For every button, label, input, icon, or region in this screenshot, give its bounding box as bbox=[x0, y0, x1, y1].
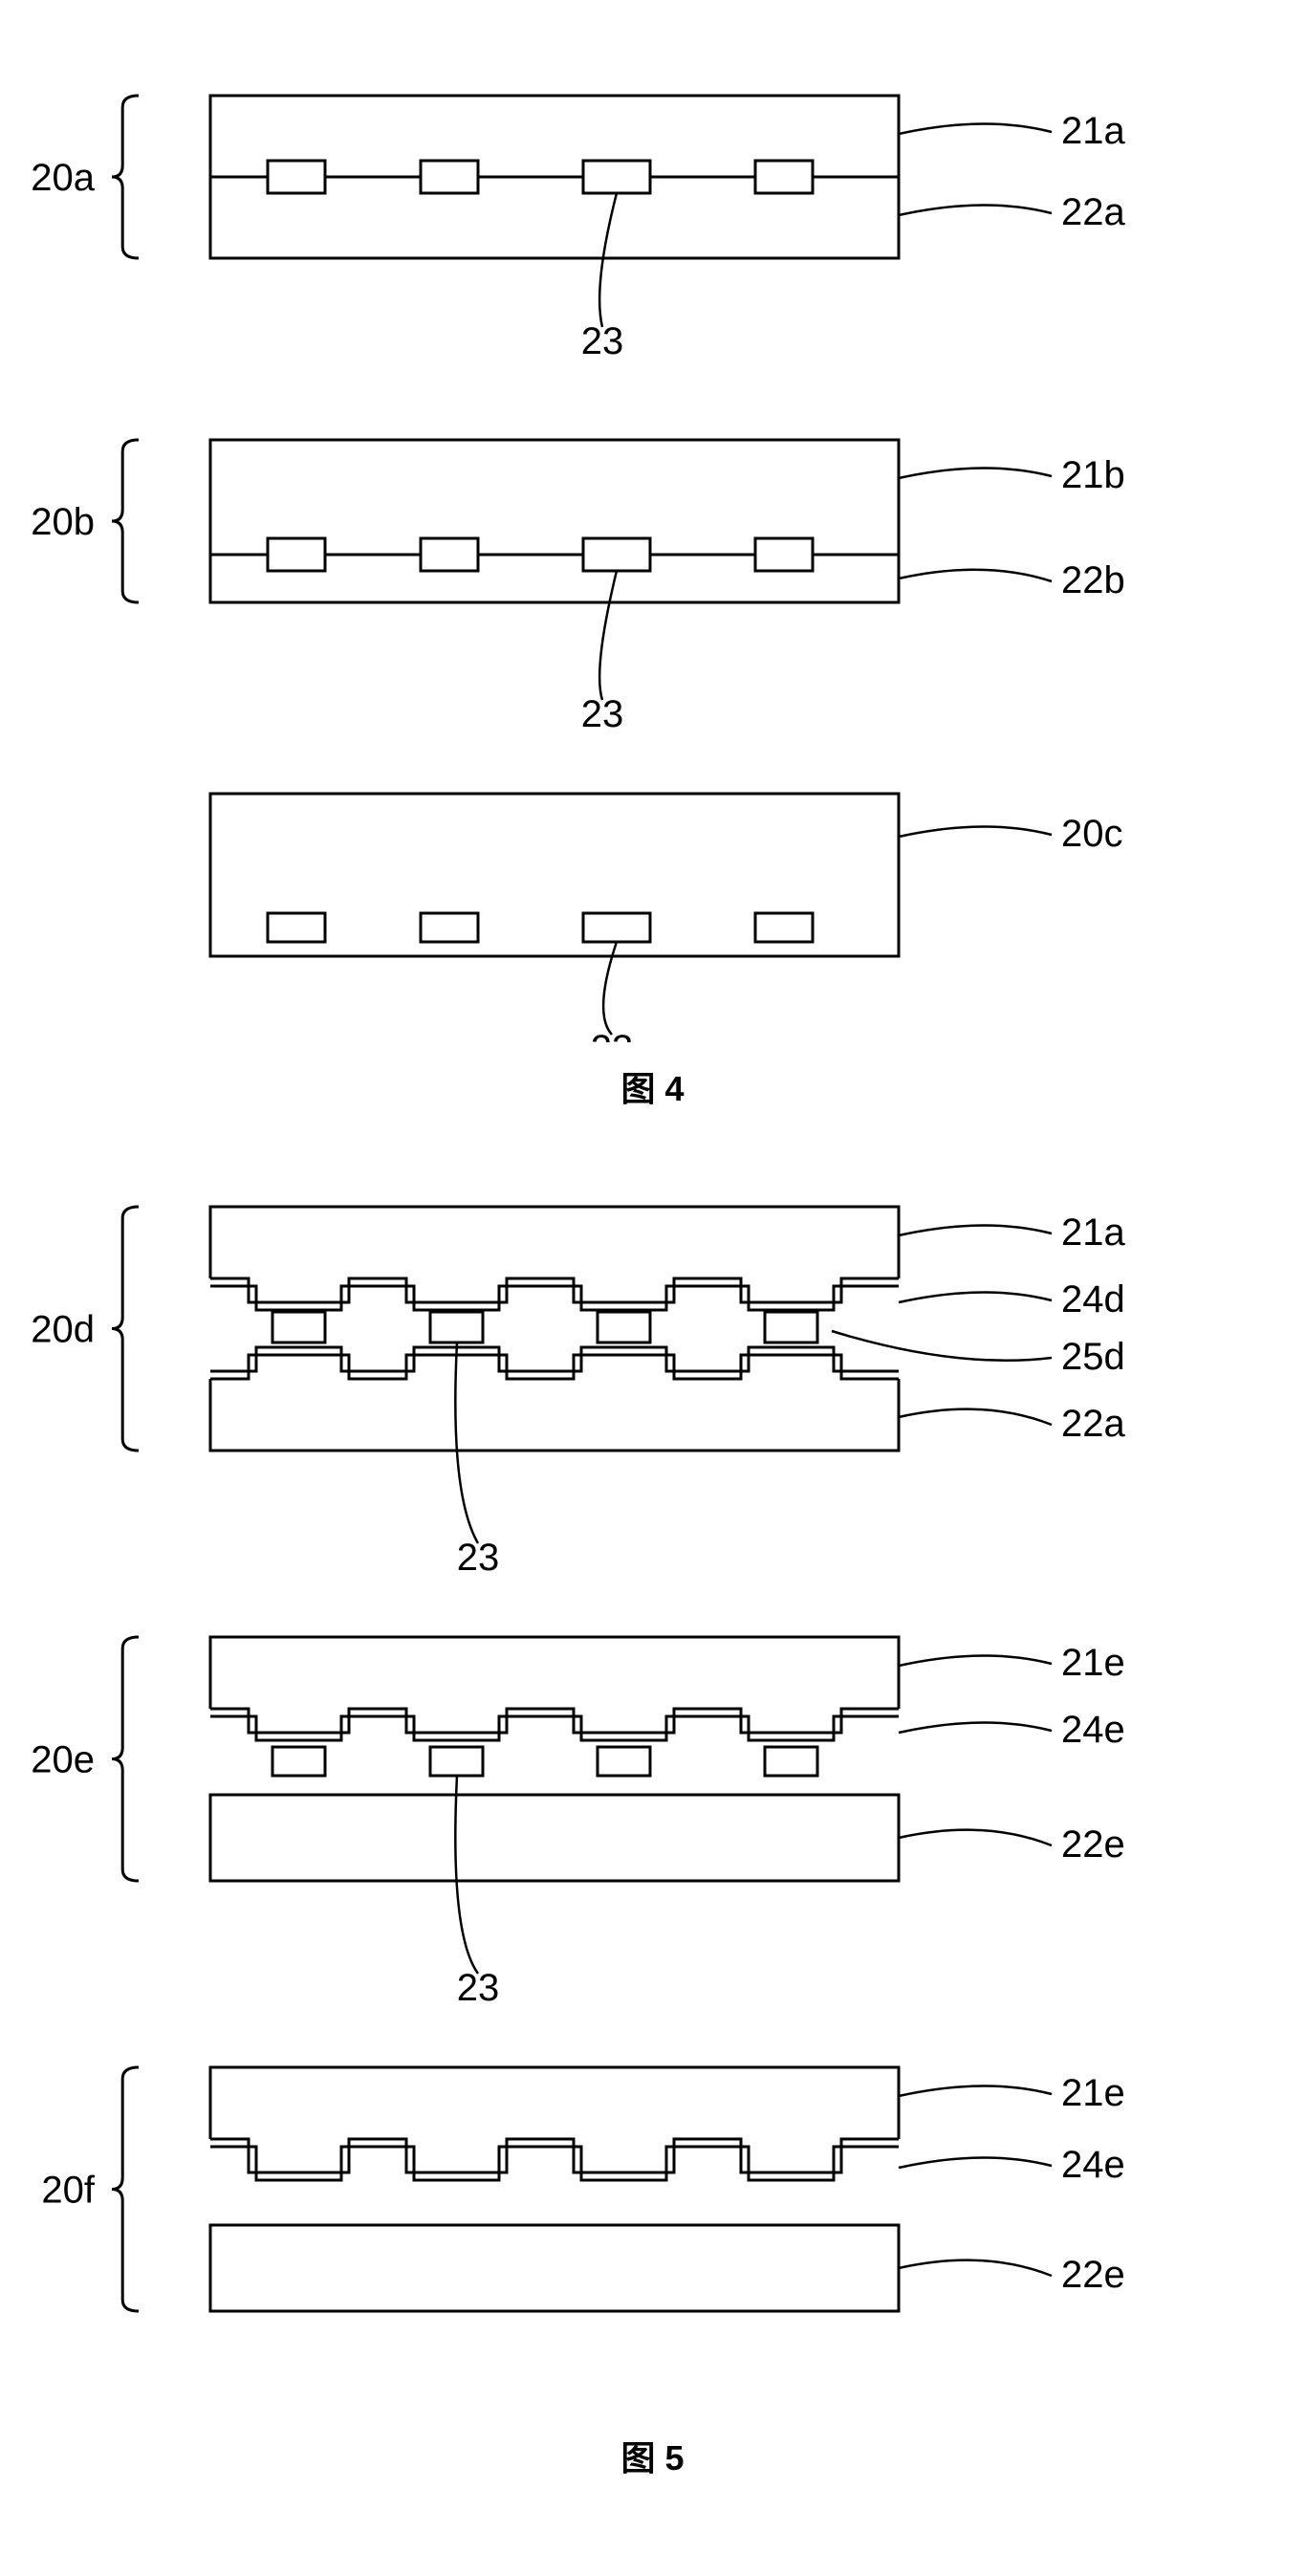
svg-text:20e: 20e bbox=[31, 1739, 95, 1781]
svg-text:23: 23 bbox=[591, 1028, 634, 1042]
svg-text:23: 23 bbox=[457, 1537, 500, 1579]
fig4-caption: 图 4 bbox=[0, 1061, 1305, 1111]
fig5-svg: 20d 21a 24d 25d 22a 23 20e 21e 24e 22e 23 20f 21e 24e… bbox=[0, 1168, 1305, 2412]
fig4-svg: 20a 21a 22a 23 20b 21b 22b 23 20c 23 bbox=[0, 38, 1305, 1042]
fig5-caption: 图 5 bbox=[0, 2431, 1305, 2480]
svg-text:25d: 25d bbox=[1061, 1336, 1125, 1378]
svg-text:22b: 22b bbox=[1061, 559, 1125, 601]
svg-text:20a: 20a bbox=[31, 157, 95, 199]
svg-text:20b: 20b bbox=[31, 501, 95, 543]
figure-5: 20d 21a 24d 25d 22a 23 20e 21e 24e 22e 23 20f 21e 24e… bbox=[0, 1168, 1305, 2480]
svg-text:21a: 21a bbox=[1061, 110, 1125, 152]
svg-text:24e: 24e bbox=[1061, 1709, 1125, 1751]
svg-text:23: 23 bbox=[581, 320, 624, 362]
svg-text:22a: 22a bbox=[1061, 1403, 1125, 1445]
svg-text:21b: 21b bbox=[1061, 454, 1125, 496]
svg-text:20f: 20f bbox=[41, 2170, 95, 2212]
svg-text:21e: 21e bbox=[1061, 2072, 1125, 2114]
svg-text:21a: 21a bbox=[1061, 1212, 1125, 1254]
svg-text:21e: 21e bbox=[1061, 1642, 1125, 1684]
svg-text:23: 23 bbox=[581, 693, 624, 735]
svg-text:24d: 24d bbox=[1061, 1278, 1125, 1321]
svg-text:23: 23 bbox=[457, 1967, 500, 2009]
svg-text:20c: 20c bbox=[1061, 813, 1123, 855]
svg-text:24e: 24e bbox=[1061, 2144, 1125, 2186]
svg-text:22e: 22e bbox=[1061, 2254, 1125, 2296]
svg-text:22e: 22e bbox=[1061, 1823, 1125, 1866]
svg-text:22a: 22a bbox=[1061, 191, 1125, 233]
figure-4: 20a 21a 22a 23 20b 21b 22b 23 20c 23 图 4 bbox=[0, 38, 1305, 1111]
svg-text:20d: 20d bbox=[31, 1309, 95, 1351]
